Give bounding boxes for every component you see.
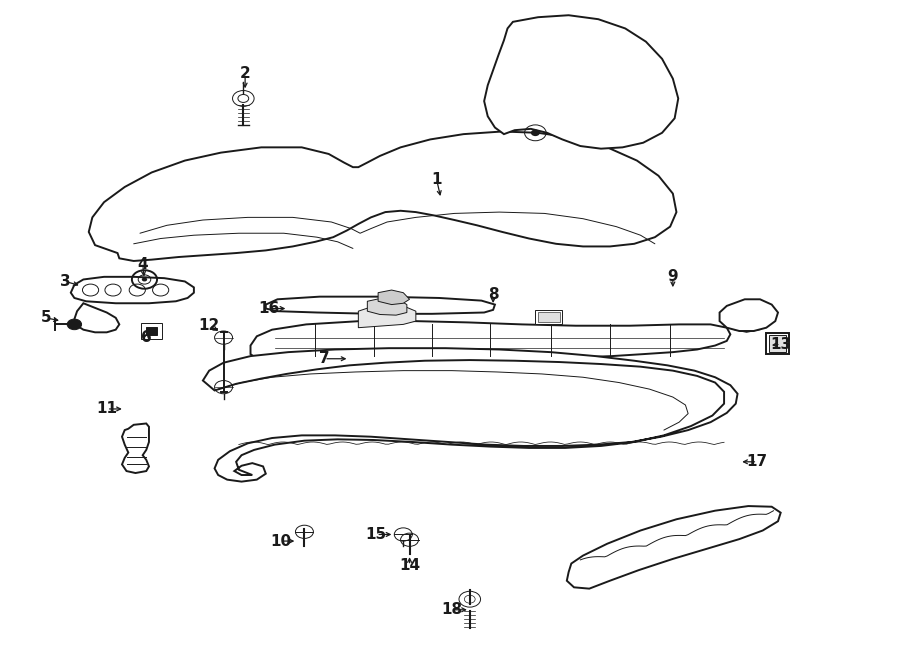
Circle shape bbox=[531, 130, 540, 136]
Polygon shape bbox=[250, 321, 731, 359]
Text: 14: 14 bbox=[399, 558, 420, 573]
Polygon shape bbox=[89, 132, 677, 261]
Circle shape bbox=[68, 319, 82, 330]
Text: 15: 15 bbox=[365, 527, 387, 542]
Text: 17: 17 bbox=[747, 454, 768, 469]
Bar bbox=[536, 310, 562, 324]
Polygon shape bbox=[484, 15, 679, 149]
Text: 12: 12 bbox=[199, 318, 220, 333]
Polygon shape bbox=[378, 290, 410, 305]
Polygon shape bbox=[266, 297, 495, 314]
Bar bbox=[141, 323, 162, 339]
Text: 13: 13 bbox=[770, 337, 791, 352]
Polygon shape bbox=[202, 348, 738, 482]
Text: 6: 6 bbox=[141, 330, 151, 345]
Polygon shape bbox=[75, 303, 120, 332]
Bar bbox=[769, 335, 786, 352]
Polygon shape bbox=[367, 298, 407, 315]
Text: 11: 11 bbox=[96, 401, 117, 416]
Circle shape bbox=[142, 277, 148, 281]
Text: 3: 3 bbox=[60, 274, 71, 289]
Bar bbox=[147, 327, 158, 335]
Text: 1: 1 bbox=[431, 171, 442, 187]
Polygon shape bbox=[567, 506, 780, 589]
Text: 2: 2 bbox=[239, 66, 250, 81]
Text: 18: 18 bbox=[441, 602, 463, 617]
Text: 8: 8 bbox=[488, 287, 499, 302]
Text: 10: 10 bbox=[271, 534, 292, 549]
Polygon shape bbox=[720, 299, 778, 331]
Polygon shape bbox=[122, 424, 149, 473]
Text: 9: 9 bbox=[668, 269, 679, 285]
Text: 4: 4 bbox=[138, 258, 148, 273]
Polygon shape bbox=[71, 277, 194, 303]
Text: 5: 5 bbox=[40, 310, 51, 325]
Bar bbox=[766, 333, 788, 354]
Bar bbox=[538, 312, 560, 322]
Polygon shape bbox=[358, 305, 416, 328]
Text: 16: 16 bbox=[258, 301, 279, 316]
Text: 7: 7 bbox=[319, 352, 329, 366]
